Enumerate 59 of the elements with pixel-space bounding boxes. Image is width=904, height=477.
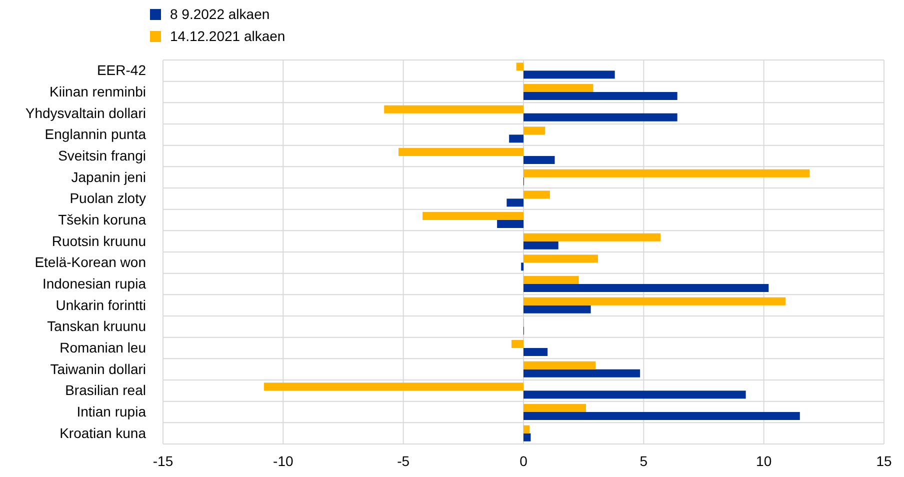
y-tick-label: Kroatian kuna <box>60 424 146 441</box>
bar <box>516 62 524 71</box>
y-tick-label: Japanin jeni <box>71 168 146 185</box>
y-tick-label: Etelä-Korean won <box>34 254 146 270</box>
y-tick-label: Taiwanin dollari <box>50 360 146 377</box>
y-tick-label: Sveitsin frangi <box>58 147 146 164</box>
bar <box>524 233 660 242</box>
bar <box>524 348 548 356</box>
bar <box>524 92 678 100</box>
bar <box>509 134 524 143</box>
legend-label: 8 9.2022 alkaen <box>170 6 270 22</box>
bar <box>398 148 524 156</box>
bar <box>524 169 810 178</box>
bar <box>524 254 598 263</box>
bar <box>524 276 579 284</box>
y-tick-label: Tanskan kruunu <box>47 318 146 334</box>
y-tick-label: Puolan zloty <box>70 190 146 206</box>
y-tick-label: EER-42 <box>96 62 146 78</box>
bar <box>497 220 524 228</box>
bar <box>524 113 678 122</box>
bar <box>524 412 800 420</box>
y-tick-label: Brasilian real <box>65 382 146 398</box>
bar <box>524 297 786 306</box>
bar <box>524 126 546 135</box>
bar <box>524 70 615 79</box>
bar <box>524 190 550 199</box>
bar <box>524 284 769 292</box>
bar <box>506 198 524 207</box>
bar <box>524 305 591 314</box>
x-tick-label: 0 <box>520 452 528 469</box>
y-tick-label: Unkarin forintti <box>56 296 146 313</box>
y-tick-label: Intian rupia <box>76 403 146 420</box>
y-tick-label: Romanian leu <box>60 339 146 356</box>
bar <box>524 84 594 92</box>
y-tick-label: Englannin punta <box>44 126 146 142</box>
bar <box>524 369 640 378</box>
x-tick-label: -10 <box>273 452 294 469</box>
x-tick-label: 5 <box>640 452 648 469</box>
bar <box>384 105 524 114</box>
bar <box>524 361 596 370</box>
x-tick-label: 10 <box>756 452 772 469</box>
bar <box>511 340 524 348</box>
y-tick-label: Kiinan renminbi <box>50 83 146 100</box>
legend-label: 14.12.2021 alkaen <box>170 28 286 44</box>
bar <box>524 425 530 434</box>
x-tick-label: 15 <box>876 452 892 469</box>
bar <box>422 212 524 220</box>
bar <box>524 404 586 412</box>
y-tick-label: Indonesian rupia <box>42 275 146 292</box>
bar <box>524 156 555 164</box>
x-tick-label: -5 <box>397 452 410 469</box>
bar <box>264 382 524 391</box>
y-tick-label: Yhdysvaltain dollari <box>25 104 146 121</box>
bar <box>524 241 558 250</box>
x-tick-label: -15 <box>152 452 174 469</box>
y-tick-label: Tšekin koruna <box>58 211 146 228</box>
y-tick-label: Ruotsin kruunu <box>52 232 146 249</box>
bar <box>524 390 746 399</box>
bar <box>524 433 531 442</box>
